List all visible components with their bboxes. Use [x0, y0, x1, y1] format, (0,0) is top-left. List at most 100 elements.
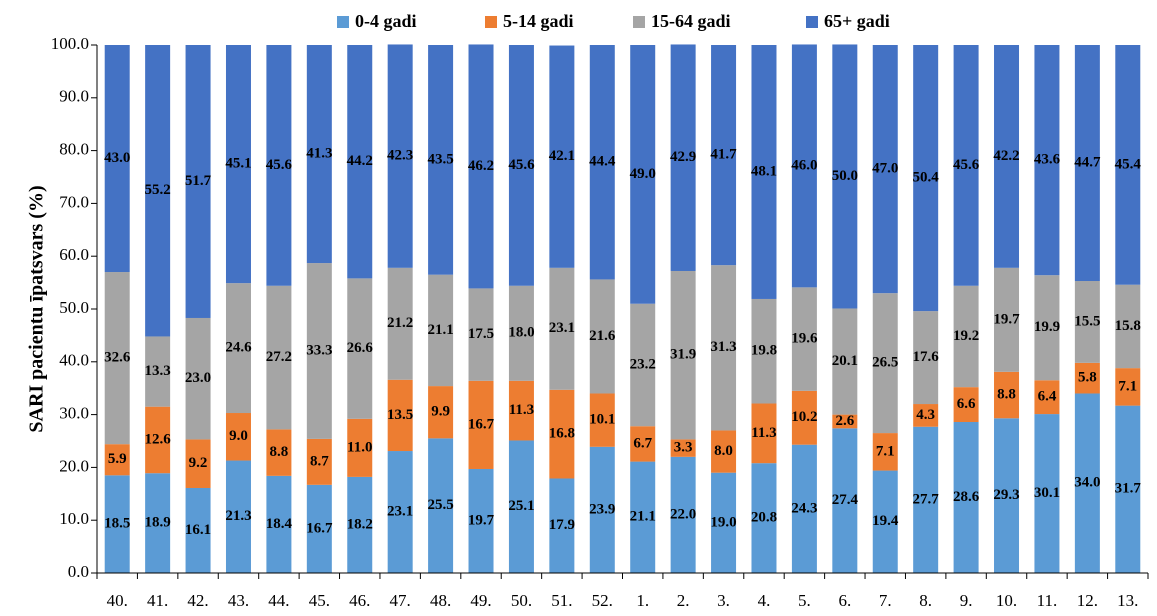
- bar-segment: [104, 45, 130, 273]
- bar-segment: [913, 426, 939, 573]
- x-tick-label: 46.: [349, 591, 370, 610]
- value-label: 5.8: [1078, 370, 1097, 386]
- bar-segment: [1074, 393, 1100, 573]
- bar-segment: [589, 45, 615, 280]
- value-label: 51.7: [185, 173, 212, 189]
- bar-segment: [468, 44, 494, 289]
- bar-segment: [994, 45, 1020, 268]
- value-label: 55.2: [145, 182, 171, 198]
- x-tick-label: 49.: [470, 591, 491, 610]
- value-label: 20.1: [832, 353, 858, 369]
- value-label: 31.9: [670, 347, 696, 363]
- bar-segment: [791, 444, 817, 573]
- y-tick-label: 90.0: [59, 87, 89, 106]
- value-label: 49.0: [630, 166, 656, 182]
- legend-swatch: [806, 16, 818, 28]
- bar-segment: [104, 272, 130, 445]
- value-label: 3.3: [674, 440, 693, 456]
- bar-segment: [832, 308, 858, 415]
- value-label: 18.5: [104, 516, 130, 532]
- value-label: 19.7: [468, 512, 495, 528]
- value-label: 4.3: [916, 407, 935, 423]
- bar-segment: [145, 473, 171, 573]
- value-label: 13.3: [145, 363, 171, 379]
- x-tick-label: 10.: [996, 591, 1017, 610]
- value-label: 7.1: [876, 443, 895, 459]
- x-tick-label: 4.: [758, 591, 771, 610]
- value-label: 23.1: [549, 320, 575, 336]
- legend-label: 65+ gadi: [824, 11, 890, 31]
- x-tick-label: 52.: [592, 591, 613, 610]
- value-label: 18.9: [145, 515, 171, 531]
- bar-segment: [953, 45, 979, 286]
- value-label: 45.1: [225, 156, 251, 172]
- value-label: 16.1: [185, 522, 211, 538]
- bar-segment: [266, 429, 292, 476]
- value-label: 33.3: [306, 342, 332, 358]
- bar-segment: [508, 45, 534, 286]
- value-label: 6.6: [957, 396, 976, 412]
- y-tick-label: 40.0: [59, 351, 89, 370]
- y-tick-label: 70.0: [59, 192, 89, 211]
- value-label: 9.0: [229, 428, 248, 444]
- x-tick-label: 12.: [1077, 591, 1098, 610]
- value-label: 15.8: [1115, 318, 1141, 334]
- bar-segment: [630, 303, 656, 427]
- bar-segment: [104, 444, 130, 476]
- value-label: 16.7: [468, 416, 495, 432]
- bar-segment: [508, 440, 534, 573]
- value-label: 19.2: [953, 328, 979, 344]
- bar-segment: [994, 371, 1020, 419]
- bar-segment: [872, 45, 898, 294]
- value-label: 30.1: [1034, 485, 1060, 501]
- value-label: 18.2: [347, 516, 373, 532]
- bar-segment: [549, 45, 575, 268]
- value-label: 19.9: [1034, 319, 1060, 335]
- value-label: 18.0: [508, 325, 534, 341]
- bar-segment: [468, 288, 494, 381]
- bar-segment: [1074, 45, 1100, 282]
- legend-swatch: [633, 16, 645, 28]
- value-label: 19.4: [872, 513, 899, 529]
- value-label: 9.2: [189, 455, 208, 471]
- bar-segment: [225, 45, 251, 284]
- bar-segment: [428, 438, 454, 573]
- bar-segment: [306, 484, 332, 573]
- value-label: 18.4: [266, 516, 293, 532]
- bar-segment: [791, 44, 817, 288]
- bar-segment: [428, 386, 454, 439]
- x-tick-label: 42.: [187, 591, 208, 610]
- bar-segment: [1115, 284, 1141, 369]
- x-tick-label: 2.: [677, 591, 690, 610]
- bar-segment: [953, 387, 979, 422]
- value-label: 34.0: [1074, 475, 1100, 491]
- bar-segment: [145, 45, 171, 337]
- value-label: 42.1: [549, 148, 575, 164]
- value-label: 6.4: [1038, 389, 1057, 405]
- value-label: 7.1: [1118, 378, 1137, 394]
- x-tick-label: 1.: [636, 591, 649, 610]
- bar-segment: [994, 267, 1020, 372]
- bar-segment: [913, 45, 939, 312]
- x-tick-label: 8.: [919, 591, 932, 610]
- x-tick-label: 43.: [228, 591, 249, 610]
- bar-segment: [711, 265, 737, 431]
- value-label: 28.6: [953, 489, 980, 505]
- value-label: 22.0: [670, 506, 696, 522]
- bar-segment: [589, 446, 615, 573]
- value-label: 43.0: [104, 150, 130, 166]
- bar-segment: [508, 380, 534, 441]
- bar-segment: [1034, 45, 1060, 276]
- value-label: 8.8: [270, 444, 289, 460]
- value-label: 20.8: [751, 510, 777, 526]
- bar-segment: [306, 45, 332, 264]
- value-label: 2.6: [835, 413, 854, 429]
- legend-swatch: [485, 16, 497, 28]
- bar-segment: [630, 45, 656, 304]
- bar-segment: [225, 413, 251, 461]
- value-label: 10.1: [589, 412, 615, 428]
- x-tick-label: 7.: [879, 591, 892, 610]
- bar-segment: [185, 45, 211, 318]
- value-label: 9.9: [431, 404, 450, 420]
